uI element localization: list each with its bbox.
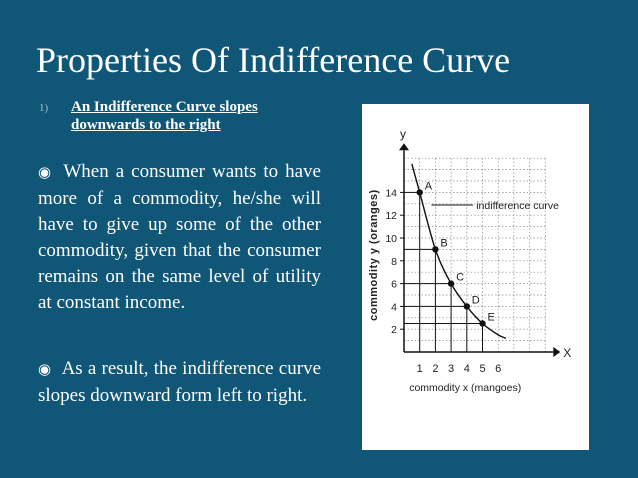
x-tick-label: 3 [448,363,454,375]
x-tick-label: 1 [417,363,423,375]
x-axis-letter: X [563,346,571,360]
circle-dot-icon: ◉ [38,165,54,181]
chart-points-layer [416,189,486,327]
y-tick-label: 10 [385,233,397,245]
y-tick-label: 2 [391,324,397,336]
y-axis-letter: y [400,127,406,141]
point-label-a: A [425,180,433,192]
y-axis-title: commodity y (oranges) [368,189,380,321]
y-tick-label: 8 [391,256,397,268]
curve-point-c [447,280,455,287]
chart-curve-layer [404,163,507,352]
point-label-b: B [440,237,447,249]
x-tick-label: 2 [432,363,438,375]
point-label-d: D [472,294,480,306]
x-axis-arrow-icon [553,347,561,357]
y-axis-arrow-icon [399,143,409,151]
y-tick-label: 4 [391,301,397,313]
subheading-number: 1) [39,102,49,114]
subheading-line-1: An Indifference Curve slopes [71,99,258,115]
bullet-text-1: When a consumer wants to have more of a … [38,161,321,313]
curve-point-b [432,246,439,253]
point-label-e: E [488,312,495,324]
bullet-point-1: ◉ When a consumer wants to have more of a… [38,159,321,316]
subheading-line-2: downwards to the right [71,117,221,133]
x-tick-label: 5 [479,363,485,375]
x-axis-title: commodity x (mangoes) [409,382,521,394]
chart-axes [399,143,561,357]
bullet-text-2: As a result, the indifference curve slop… [38,358,321,406]
x-tick-label: 4 [464,363,470,375]
slide-title: Properties Of Indifference Curve [36,40,511,80]
curve-point-e [479,320,486,327]
circle-dot-icon: ◉ [38,362,52,378]
chart-grid [404,157,546,352]
annotation-text: indifference curve [476,200,559,212]
subheading: An Indifference Curve slopes downwards t… [71,98,311,134]
x-tick-label: 6 [495,363,501,375]
bullet-point-2: ◉ As a result, the indifference curve slo… [38,356,321,409]
curve-point-a [416,189,423,196]
y-tick-label: 12 [385,210,397,222]
point-label-c: C [456,272,464,284]
indifference-curve-line [411,163,507,339]
y-tick-label: 6 [391,279,397,291]
curve-point-d [463,303,470,310]
y-tick-label: 14 [385,187,397,199]
